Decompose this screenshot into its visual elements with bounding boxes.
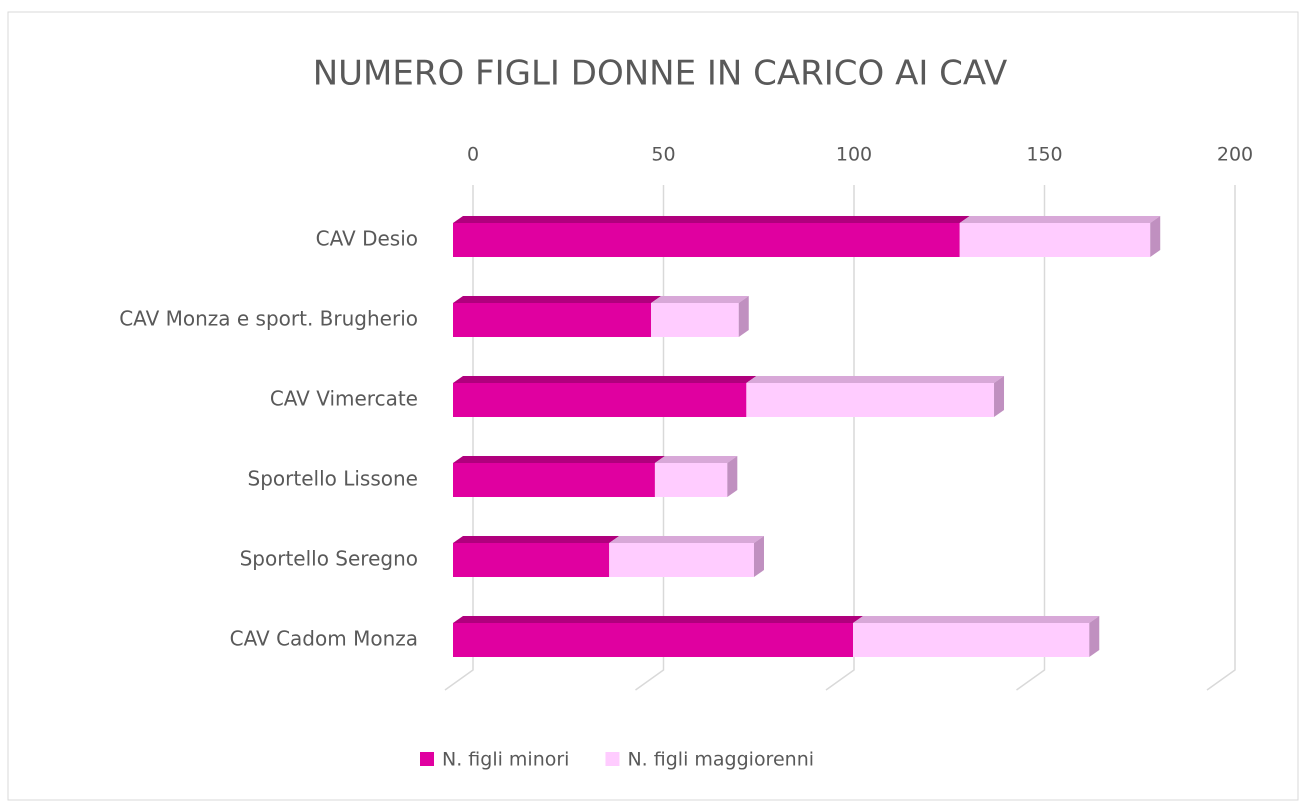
grid-line: [825, 185, 855, 691]
legend-swatch: [420, 752, 434, 766]
bar-top: [746, 376, 1005, 383]
bar-top: [959, 216, 1161, 223]
bar: [609, 543, 754, 577]
x-tick-label: 100: [836, 144, 872, 166]
bar-side: [753, 536, 764, 577]
bar-side: [1150, 216, 1161, 257]
bar-top: [853, 616, 1100, 623]
bar-top: [453, 376, 757, 383]
y-tick-label: Sportello Lissone: [248, 467, 418, 491]
bar-top: [453, 536, 620, 543]
bar-side: [738, 296, 749, 337]
bar: [651, 303, 739, 337]
y-tick-label: Sportello Seregno: [240, 547, 418, 571]
x-tick-label: 200: [1217, 144, 1253, 166]
bar-top: [453, 216, 970, 223]
bar-side: [727, 456, 738, 497]
y-tick-label: CAV Cadom Monza: [230, 627, 418, 651]
grid-line: [444, 185, 474, 691]
bar: [853, 623, 1090, 657]
grid-line: [1206, 185, 1236, 691]
bar: [453, 303, 652, 337]
bar-top: [453, 616, 864, 623]
bar-top: [654, 456, 738, 463]
y-tick-label: CAV Monza e sport. Brugherio: [119, 307, 418, 331]
bar: [654, 463, 728, 497]
grid-line: [635, 185, 665, 691]
legend-label: N. figli minori: [442, 749, 569, 771]
bar: [453, 383, 747, 417]
x-tick-label: 50: [651, 144, 675, 166]
x-tick-label: 150: [1026, 144, 1062, 166]
bar-top: [609, 536, 764, 543]
bar-top: [651, 296, 749, 303]
bar-top: [453, 296, 662, 303]
legend-swatch: [605, 752, 620, 766]
y-tick-label: CAV Vimercate: [270, 387, 418, 411]
bar: [453, 223, 960, 257]
bar: [453, 623, 854, 657]
chart-title: NUMERO FIGLI DONNE IN CARICO AI CAV: [313, 54, 1008, 94]
x-tick-label: 0: [467, 144, 479, 166]
bar: [746, 383, 995, 417]
bar-side: [994, 376, 1005, 417]
bar: [453, 463, 655, 497]
y-tick-label: CAV Desio: [316, 227, 418, 251]
bar: [959, 223, 1151, 257]
bar-top: [453, 456, 665, 463]
bar-side: [1089, 616, 1100, 657]
bar: [453, 543, 610, 577]
grid-line: [1016, 185, 1046, 691]
legend-label: N. figli maggiorenni: [627, 749, 814, 771]
